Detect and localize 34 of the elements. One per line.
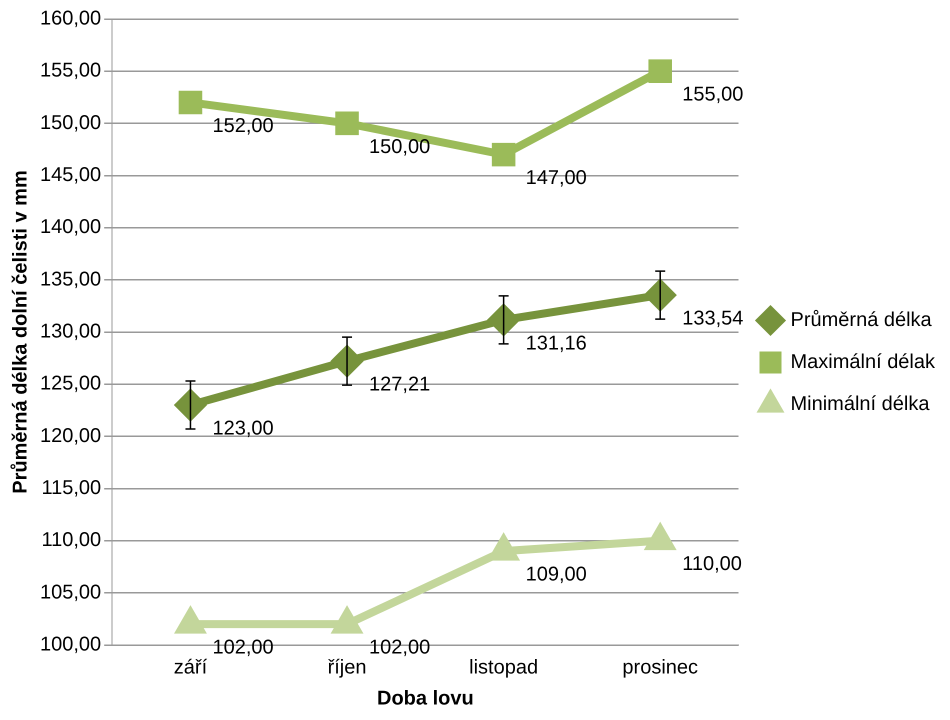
x-tick-label: prosinec bbox=[622, 656, 698, 679]
y-tick-label: 140,00 bbox=[40, 216, 102, 238]
y-tick-label: 105,00 bbox=[40, 581, 102, 604]
data-label: 152,00 bbox=[212, 114, 274, 137]
data-label: 110,00 bbox=[682, 553, 742, 576]
y-tick-label: 120,00 bbox=[40, 424, 102, 447]
x-axis-title: Doba lovu bbox=[377, 688, 474, 710]
y-tick-label: 130,00 bbox=[40, 320, 102, 343]
data-label: 102,00 bbox=[369, 636, 430, 659]
x-tick-label: září bbox=[174, 656, 208, 679]
y-tick-label: 135,00 bbox=[40, 268, 102, 290]
data-label: 123,00 bbox=[212, 418, 274, 440]
legend-label: Maximální délak bbox=[790, 351, 936, 374]
y-tick-label: 150,00 bbox=[40, 112, 102, 134]
data-label: 133,54 bbox=[682, 308, 744, 330]
y-tick-label: 160,00 bbox=[40, 8, 102, 30]
x-tick-label: listopad bbox=[469, 656, 538, 679]
y-tick-label: 115,00 bbox=[41, 477, 102, 500]
data-label: 147,00 bbox=[526, 167, 587, 190]
legend-label: Průměrná délka bbox=[790, 309, 933, 332]
data-label: 102,00 bbox=[212, 636, 274, 659]
legend-label: Minimální délka bbox=[790, 393, 930, 416]
data-label: 127,21 bbox=[369, 374, 430, 396]
data-label: 131,16 bbox=[526, 332, 587, 354]
x-tick-label: říjen bbox=[328, 656, 366, 679]
y-tick-label: 125,00 bbox=[40, 372, 102, 395]
y-tick-label: 110,00 bbox=[41, 529, 102, 552]
y-axis-title: Průměrná délka dolní čelisti v mm bbox=[10, 170, 32, 494]
y-tick-label: 100,00 bbox=[40, 634, 102, 656]
data-label: 109,00 bbox=[526, 564, 587, 586]
data-label: 155,00 bbox=[682, 84, 744, 106]
y-tick-label: 155,00 bbox=[40, 60, 102, 82]
y-tick-label: 145,00 bbox=[40, 164, 102, 186]
data-label: 150,00 bbox=[369, 136, 430, 158]
